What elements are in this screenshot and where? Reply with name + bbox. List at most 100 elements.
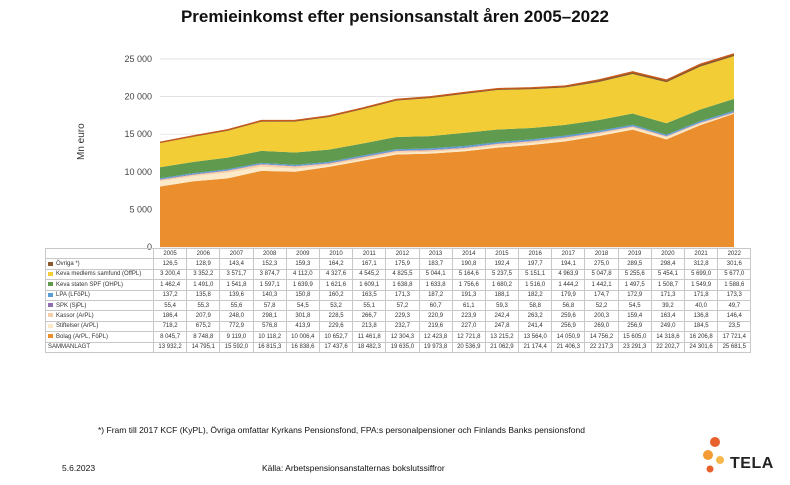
table-cell: 1 444,2 bbox=[551, 279, 586, 291]
legend-swatch bbox=[48, 292, 53, 297]
table-cell: 171,8 bbox=[683, 289, 719, 301]
table-cell: 3 874,7 bbox=[252, 268, 287, 281]
table-cell: 175,9 bbox=[385, 258, 420, 270]
row-label: SAMMANLAGT bbox=[45, 341, 154, 353]
table-cell: 55,3 bbox=[186, 299, 221, 312]
table-cell: 186,4 bbox=[152, 310, 188, 322]
table-cell: 171,3 bbox=[650, 289, 686, 301]
table-cell: 5 677,0 bbox=[717, 268, 752, 281]
y-tick-label: 10 000 bbox=[124, 167, 152, 177]
table-cell: 164,2 bbox=[318, 258, 354, 270]
table-cell: 213,8 bbox=[352, 320, 387, 333]
legend-label: LPA (LFöPL) bbox=[56, 292, 90, 299]
table-cell: 16 815,3 bbox=[252, 341, 287, 353]
table-cell: 242,4 bbox=[484, 310, 520, 322]
table-cell: 5 151,1 bbox=[518, 268, 553, 281]
table-cell: 2016 bbox=[518, 247, 553, 260]
table-cell: 2013 bbox=[418, 247, 453, 260]
table-cell: 312,8 bbox=[683, 258, 719, 270]
series-row-0: Övriga *) 126,5 128,9 143,4 152,3 159,3 164,2 1… bbox=[45, 258, 752, 270]
table-cell: 219,6 bbox=[418, 320, 453, 333]
table-cell: 53,2 bbox=[318, 299, 354, 312]
table-cell: 5 164,6 bbox=[451, 268, 486, 281]
table-cell: 2012 bbox=[385, 247, 420, 260]
table-cell: 2020 bbox=[650, 247, 686, 260]
table-cell: 150,8 bbox=[285, 289, 320, 301]
table-cell: 576,8 bbox=[252, 320, 287, 333]
total-outline bbox=[159, 53, 735, 143]
table-cell: 12 304,3 bbox=[385, 331, 420, 343]
table-cell: 56,8 bbox=[551, 299, 586, 312]
total-row: SAMMANLAGT 13 932,2 14 795,1 15 592,0 16 815… bbox=[45, 341, 752, 353]
table-cell: 200,3 bbox=[584, 310, 619, 322]
table-cell: 192,4 bbox=[484, 258, 520, 270]
table-cell: 159,3 bbox=[285, 258, 320, 270]
legend-label: Kassor (ArPL) bbox=[56, 313, 94, 320]
table-cell: 126,5 bbox=[152, 258, 188, 270]
table-cell: 1 588,6 bbox=[717, 279, 752, 291]
table-cell: 249,0 bbox=[650, 320, 686, 333]
legend-swatch bbox=[48, 323, 53, 328]
table-cell: 4 963,9 bbox=[551, 268, 586, 281]
table-cell: 232,7 bbox=[385, 320, 420, 333]
table-cell: 21 406,3 bbox=[551, 341, 586, 353]
table-cell: 1 491,0 bbox=[186, 279, 221, 291]
area-series-7 bbox=[160, 113, 734, 247]
table-cell: 10 118,2 bbox=[252, 331, 287, 343]
table-cell: 1 680,2 bbox=[484, 279, 520, 291]
table-cell: 3 571,7 bbox=[219, 268, 254, 281]
table-cell: 160,2 bbox=[318, 289, 354, 301]
table-cell: 220,9 bbox=[418, 310, 453, 322]
table-cell: 5 047,8 bbox=[584, 268, 619, 281]
table-cell: 188,1 bbox=[484, 289, 520, 301]
table-cell: 17 721,4 bbox=[717, 331, 752, 343]
y-tick-label: 0 bbox=[147, 242, 152, 250]
table-cell: 2017 bbox=[551, 247, 586, 260]
table-cell: 183,7 bbox=[418, 258, 453, 270]
table-cell: 19 635,0 bbox=[385, 341, 420, 353]
table-cell: 16 838,6 bbox=[285, 341, 320, 353]
table-cell: 136,8 bbox=[683, 310, 719, 322]
table-cell: 20 536,9 bbox=[451, 341, 486, 353]
table-cell: 1 639,9 bbox=[285, 279, 320, 291]
row-label bbox=[45, 247, 154, 260]
table-cell: 2010 bbox=[318, 247, 354, 260]
table-cell: 2007 bbox=[219, 247, 254, 260]
table-cell: 18 482,3 bbox=[352, 341, 387, 353]
table-cell: 1 516,0 bbox=[518, 279, 553, 291]
table-cell: 2009 bbox=[285, 247, 320, 260]
table-cell: 8 045,7 bbox=[152, 331, 188, 343]
table-cell: 167,1 bbox=[352, 258, 387, 270]
legend-swatch bbox=[48, 334, 53, 339]
series-row-4: SPK (SjPL) 55,4 55,3 55,6 57,8 54,5 53,2 55,1 57… bbox=[45, 299, 752, 312]
table-cell: 187,2 bbox=[418, 289, 453, 301]
row-label: SPK (SjPL) bbox=[45, 299, 154, 312]
area-series-1 bbox=[160, 56, 734, 168]
table-cell: 13 564,0 bbox=[518, 331, 553, 343]
legend-swatch bbox=[48, 282, 53, 287]
table-cell: 298,1 bbox=[252, 310, 287, 322]
table-cell: 207,9 bbox=[186, 310, 221, 322]
table-cell: 22 217,3 bbox=[584, 341, 619, 353]
table-cell: 173,3 bbox=[717, 289, 752, 301]
area-series-2 bbox=[160, 98, 734, 179]
table-cell: 152,3 bbox=[252, 258, 287, 270]
table-cell: 2015 bbox=[484, 247, 520, 260]
table-cell: 55,6 bbox=[219, 299, 254, 312]
table-cell: 182,2 bbox=[518, 289, 553, 301]
data-table: 2005 2006 2007 2008 2009 2010 2011 2012 2013 2014… bbox=[45, 247, 752, 353]
table-cell: 223,9 bbox=[451, 310, 486, 322]
table-cell: 248,0 bbox=[219, 310, 254, 322]
legend-swatch bbox=[48, 313, 53, 318]
table-cell: 256,9 bbox=[617, 320, 652, 333]
legend-swatch bbox=[48, 303, 53, 308]
table-cell: 140,3 bbox=[252, 289, 287, 301]
source-label: Källa: Arbetspensionsanstalternas bokslu… bbox=[262, 463, 445, 473]
table-cell: 54,5 bbox=[285, 299, 320, 312]
year-header-row: 2005 2006 2007 2008 2009 2010 2011 2012 2013 2014… bbox=[45, 247, 752, 260]
table-cell: 1 462,4 bbox=[152, 279, 188, 291]
table-cell: 22 202,7 bbox=[650, 341, 686, 353]
table-cell: 14 050,9 bbox=[551, 331, 586, 343]
table-cell: 5 044,1 bbox=[418, 268, 453, 281]
table-cell: 16 206,8 bbox=[683, 331, 719, 343]
